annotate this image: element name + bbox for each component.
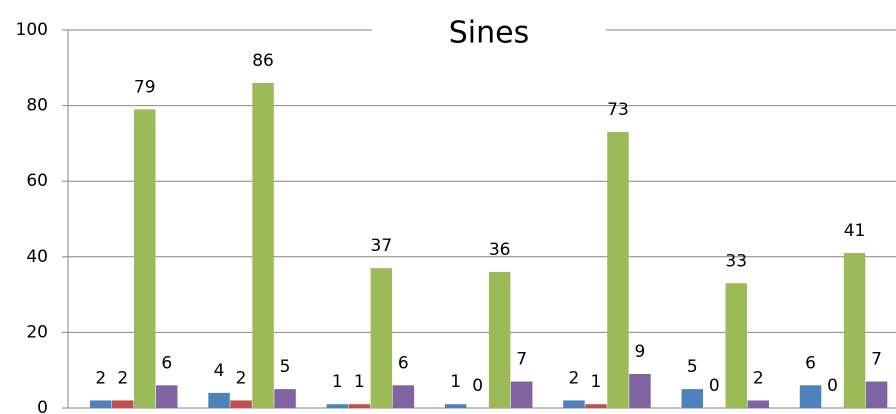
data-label: 6 — [161, 353, 172, 373]
bar — [348, 404, 371, 408]
y-tick-label: 60 — [26, 171, 48, 191]
bar — [392, 385, 415, 408]
data-label: 36 — [489, 240, 511, 260]
chart-title: Sines — [449, 16, 529, 51]
data-label: 1 — [591, 372, 602, 392]
bar — [563, 400, 585, 408]
data-label: 86 — [252, 51, 274, 71]
data-label: 5 — [280, 357, 291, 377]
data-label: 2 — [95, 368, 106, 388]
y-tick-label: 40 — [26, 247, 48, 267]
y-tick-label: 80 — [26, 96, 48, 116]
bar — [629, 373, 651, 408]
y-tick-label: 100 — [16, 20, 48, 40]
bar — [274, 389, 296, 408]
data-label: 2 — [753, 368, 764, 388]
bar — [230, 400, 252, 408]
bar — [843, 253, 866, 408]
data-label: 2 — [236, 368, 247, 388]
bar — [510, 381, 533, 408]
bar — [681, 389, 703, 408]
data-label: 41 — [844, 221, 866, 241]
bar — [747, 400, 769, 408]
bar — [444, 404, 467, 408]
bar — [90, 400, 112, 408]
bar — [208, 392, 230, 408]
data-label: 33 — [725, 251, 747, 271]
bar — [134, 109, 156, 408]
data-label: 79 — [134, 77, 156, 97]
data-label: 1 — [354, 372, 365, 392]
data-label: 2 — [569, 368, 580, 388]
bar — [865, 381, 888, 408]
data-label: 0 — [472, 376, 483, 396]
data-label: 1 — [450, 372, 461, 392]
data-label: 6 — [398, 353, 409, 373]
bar — [488, 271, 511, 408]
data-label: 2 — [117, 368, 128, 388]
data-label: 4 — [214, 361, 225, 381]
bar — [156, 385, 178, 408]
data-label: 37 — [371, 236, 393, 256]
y-tick-label: 20 — [26, 322, 48, 342]
data-label: 7 — [871, 350, 882, 370]
data-label: 73 — [607, 100, 629, 120]
bar — [725, 283, 747, 408]
bar — [370, 268, 393, 408]
bar — [326, 404, 349, 408]
bar — [252, 82, 274, 409]
data-label: 7 — [516, 350, 527, 370]
bar — [112, 400, 134, 408]
data-label: 1 — [332, 372, 343, 392]
data-label: 5 — [687, 357, 698, 377]
data-label: 0 — [827, 376, 838, 396]
data-label: 0 — [709, 376, 720, 396]
title-background — [372, 8, 606, 54]
data-label: 6 — [805, 353, 816, 373]
bar — [799, 385, 822, 408]
data-label: 9 — [635, 342, 646, 362]
bar — [585, 404, 607, 408]
y-tick-label: 0 — [37, 398, 48, 414]
bar — [607, 132, 629, 408]
